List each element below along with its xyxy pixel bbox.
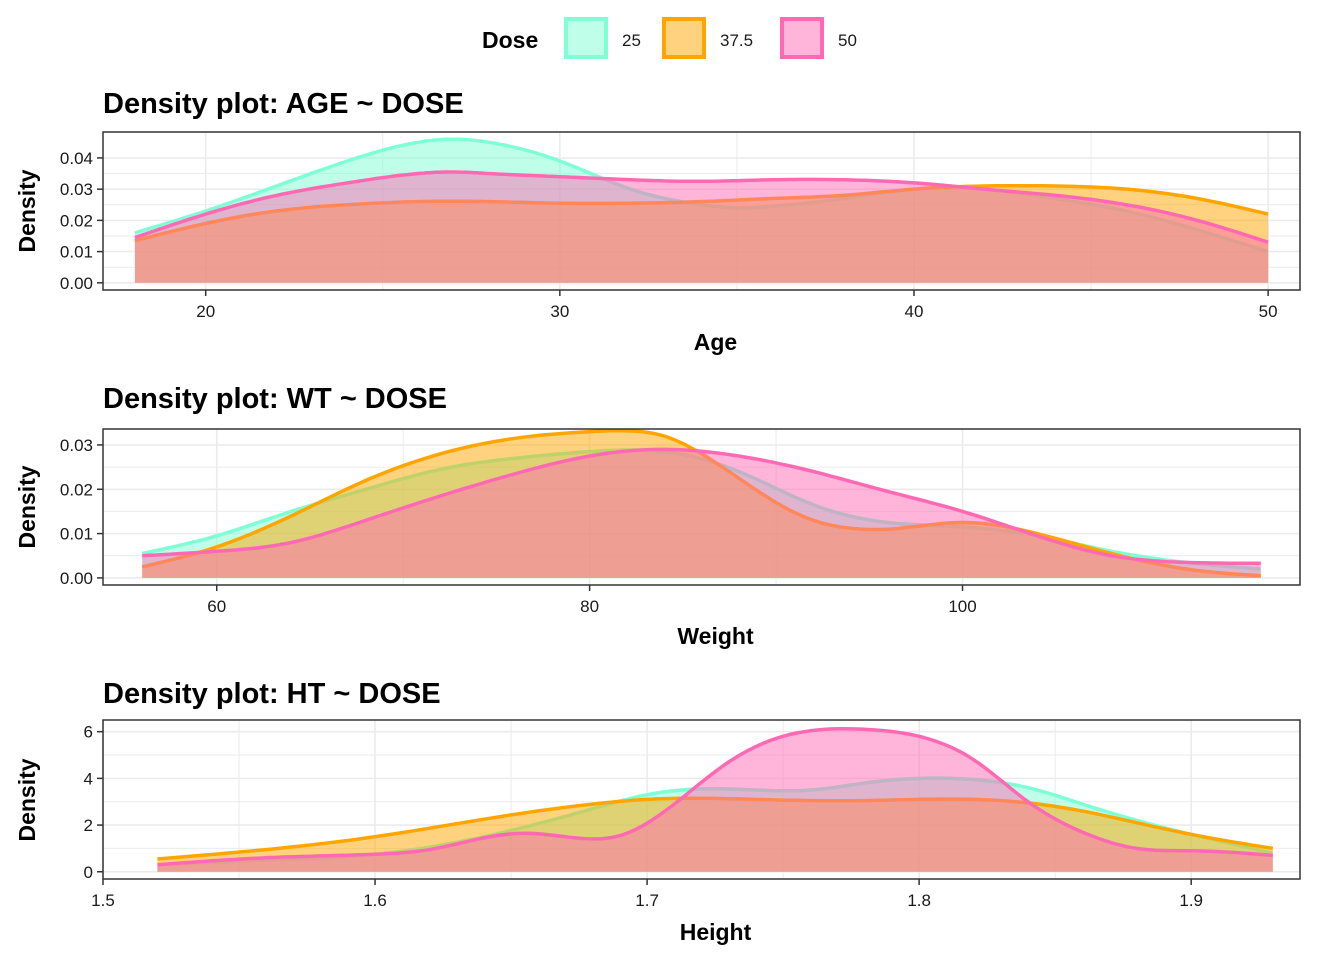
y-tick-label: 0.00 [60,274,93,293]
y-axis-title: Density [14,169,40,252]
panel-border [102,131,1301,291]
y-tick-label: 0.03 [60,180,93,199]
x-axis-title: Weight [677,623,754,649]
density-line-dose-50 [157,727,1273,867]
density-areas [134,137,1269,283]
legend-label-2: 37.5 [720,31,753,50]
density-area-dose-50 [157,728,1273,872]
y-tick-label: 6 [84,723,93,742]
y-tick-label: 4 [84,769,93,788]
panel-border [102,719,1301,880]
x-tick-label: 50 [1259,302,1278,321]
x-tick-label: 40 [905,302,924,321]
x-axis-title: Age [694,329,737,355]
panel-3: Density plot: HT ~ DOSE 1.5 1.6 1.7 1.8 1.9 0 2… [14,678,1301,945]
legend-label-1: 25 [622,31,641,50]
panel-border [102,428,1301,586]
y-tick-label: 0.01 [60,525,93,544]
x-tick-label: 1.7 [635,891,659,910]
x-tick-label: 80 [580,597,599,616]
x-tick-label: 100 [948,597,976,616]
legend-title: Dose [482,27,538,53]
legend: Dose 25 37.5 50 [482,17,857,59]
density-areas [141,429,1261,578]
x-tick-label: 1.5 [91,891,115,910]
y-axis-title: Density [14,465,40,548]
x-tick-label: 1.8 [907,891,931,910]
density-line-dose-50 [142,447,1261,566]
panel-title: Density plot: WT ~ DOSE [103,383,447,415]
density-line-dose-50 [134,170,1269,244]
panel-2: Density plot: WT ~ DOSE 60 80 100 0.00 0.01 0.… [14,383,1301,649]
legend-label-3: 50 [838,31,857,50]
x-tick-label: 1.6 [363,891,387,910]
y-tick-label: 0.01 [60,243,93,262]
y-tick-label: 0 [84,863,93,882]
density-area-dose-50 [142,449,1261,578]
panel-title: Density plot: HT ~ DOSE [103,678,441,710]
panel-1: Density plot: AGE ~ DOSE 20 30 40 50 0.00 0.01… [14,88,1301,355]
x-axis-title: Height [680,919,752,945]
y-tick-label: 2 [84,816,93,835]
x-tick-label: 1.9 [1179,891,1203,910]
x-tick-label: 60 [207,597,226,616]
y-tick-label: 0.03 [60,436,93,455]
density-areas [157,727,1274,872]
y-tick-label: 0.00 [60,569,93,588]
legend-key-1 [564,17,608,59]
y-axis-title: Density [14,758,40,841]
y-tick-label: 0.02 [60,480,93,499]
panel-title: Density plot: AGE ~ DOSE [103,88,464,120]
x-tick-label: 20 [196,302,215,321]
x-tick-label: 30 [550,302,569,321]
legend-key-3 [780,17,824,59]
density-area-dose-50 [134,172,1269,283]
y-tick-label: 0.04 [60,149,93,168]
y-tick-label: 0.02 [60,211,93,230]
legend-key-2 [662,17,706,59]
